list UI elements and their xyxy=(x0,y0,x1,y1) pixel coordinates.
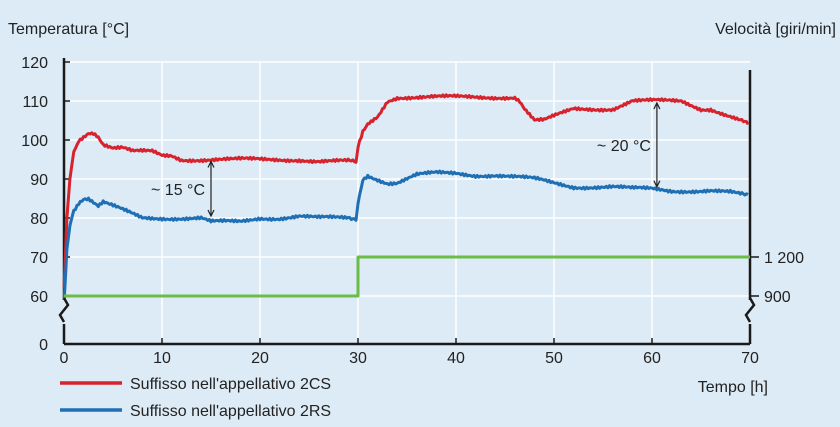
annotation-label: ~ 15 °C xyxy=(151,182,205,199)
x-tick-label: 60 xyxy=(643,350,661,367)
legend-label: Suffisso nell'appellativo 2CS xyxy=(130,376,331,393)
axis-break-mark xyxy=(744,297,756,323)
series-line xyxy=(62,169,749,304)
y-tick-label-left: 60 xyxy=(30,289,48,306)
y-axis-right-label: Velocità [giri/min] xyxy=(715,21,836,38)
y-tick-label-left: 70 xyxy=(30,250,48,267)
x-tick-label: 0 xyxy=(60,350,69,367)
x-tick-label: 10 xyxy=(153,350,171,367)
x-tick-label: 40 xyxy=(447,350,465,367)
annotation-arrowhead-bottom xyxy=(207,209,215,218)
annotation-arrowhead-bottom xyxy=(653,180,661,189)
annotation-label: ~ 20 °C xyxy=(597,138,651,155)
series-line xyxy=(62,93,750,289)
axis-breaks xyxy=(58,297,756,324)
x-tick-label: 50 xyxy=(545,350,563,367)
x-tick-label: 70 xyxy=(741,350,759,367)
y-tick-label-left: 110 xyxy=(22,94,48,111)
y-tick-label-left: 100 xyxy=(21,133,48,150)
annotation-arrowhead-top xyxy=(653,101,661,110)
y-tick-label-left: 90 xyxy=(30,172,48,189)
y-tick-label-right: 1 200 xyxy=(764,250,804,267)
y-axis-left-label: Temperatura [°C] xyxy=(8,21,129,38)
series-layer xyxy=(62,93,750,304)
x-tick-label: 30 xyxy=(349,350,367,367)
x-axis-label: Tempo [h] xyxy=(698,379,768,396)
annotations: ~ 15 °C ~ 20 °C xyxy=(151,101,661,218)
series-line xyxy=(64,255,750,298)
y-tick-label-left: 80 xyxy=(30,211,48,228)
y-tick-label-left: 0 xyxy=(39,337,48,354)
y-tick-label-right: 900 xyxy=(764,289,791,306)
y-tick-label-left: 120 xyxy=(21,55,48,72)
legend: Suffisso nell'appellativo 2CS Suffisso ne… xyxy=(60,376,331,420)
annotation-arrowhead-top xyxy=(207,160,215,168)
x-tick-label: 20 xyxy=(251,350,269,367)
y-ticks-right: 1 200 900 xyxy=(750,250,804,306)
axis-break-mark xyxy=(58,297,70,323)
x-ticks: 0 10 20 30 40 50 60 70 xyxy=(60,338,759,367)
y-ticks-left: 0 60 70 80 90 100 110 120 xyxy=(21,55,70,354)
legend-label: Suffisso nell'appellativo 2RS xyxy=(130,403,331,420)
